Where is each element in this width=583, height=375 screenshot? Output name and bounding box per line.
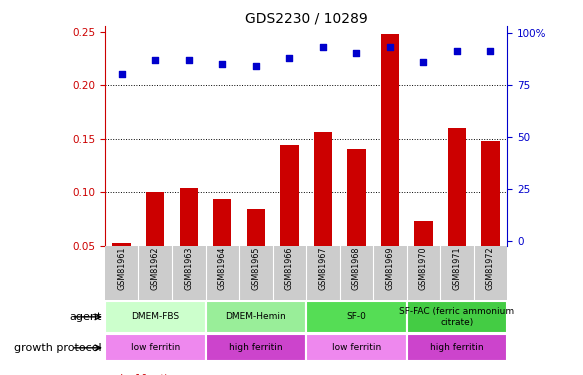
Point [385, 44, 395, 50]
Text: high ferritin: high ferritin [229, 344, 283, 352]
Bar [205, 301, 306, 333]
Text: high ferritin: high ferritin [430, 344, 484, 352]
Text: GSM81964: GSM81964 [218, 247, 227, 290]
Text: GSM81971: GSM81971 [452, 247, 461, 290]
Bar [406, 334, 507, 362]
Bar [105, 334, 205, 362]
Point [452, 48, 462, 54]
Point [117, 71, 127, 77]
Bar [448, 128, 466, 299]
Point [184, 57, 194, 63]
Bar [347, 149, 366, 299]
Text: DMEM-FBS: DMEM-FBS [131, 312, 180, 321]
Text: GSM81968: GSM81968 [352, 247, 361, 290]
Point [150, 57, 160, 63]
Bar [381, 34, 399, 299]
Point [419, 59, 428, 65]
Point [251, 63, 261, 69]
Bar [414, 221, 433, 299]
Text: SF-0: SF-0 [346, 312, 366, 321]
Text: DMEM-Hemin: DMEM-Hemin [226, 312, 286, 321]
Bar [280, 145, 298, 299]
Point [318, 44, 328, 50]
Point [486, 48, 495, 54]
Bar [314, 132, 332, 299]
Text: GSM81965: GSM81965 [251, 247, 260, 290]
Text: GSM81972: GSM81972 [486, 247, 495, 290]
Bar [205, 334, 306, 362]
Bar [247, 209, 265, 299]
Bar [105, 301, 205, 333]
Bar [306, 334, 406, 362]
Text: growth protocol: growth protocol [15, 343, 102, 353]
Point [217, 61, 227, 67]
Bar [306, 301, 406, 333]
Bar [146, 192, 164, 299]
Bar [406, 301, 507, 333]
Text: GSM81962: GSM81962 [151, 247, 160, 290]
Text: ■ log10 ratio: ■ log10 ratio [108, 374, 173, 375]
Text: GSM81963: GSM81963 [184, 247, 193, 290]
Bar [113, 243, 131, 299]
Text: GSM81970: GSM81970 [419, 247, 428, 290]
Text: SF-FAC (ferric ammonium
citrate): SF-FAC (ferric ammonium citrate) [399, 307, 514, 327]
Bar [213, 198, 231, 299]
Title: GDS2230 / 10289: GDS2230 / 10289 [245, 11, 367, 25]
Text: GSM81966: GSM81966 [285, 247, 294, 290]
Bar [481, 141, 500, 299]
Text: low ferritin: low ferritin [332, 344, 381, 352]
Point [285, 55, 294, 61]
Text: GSM81961: GSM81961 [117, 247, 126, 290]
Text: low ferritin: low ferritin [131, 344, 180, 352]
Text: GSM81969: GSM81969 [385, 247, 394, 290]
Bar [180, 188, 198, 299]
Text: GSM81967: GSM81967 [318, 247, 327, 290]
Text: agent: agent [69, 312, 102, 322]
Point [352, 50, 361, 56]
